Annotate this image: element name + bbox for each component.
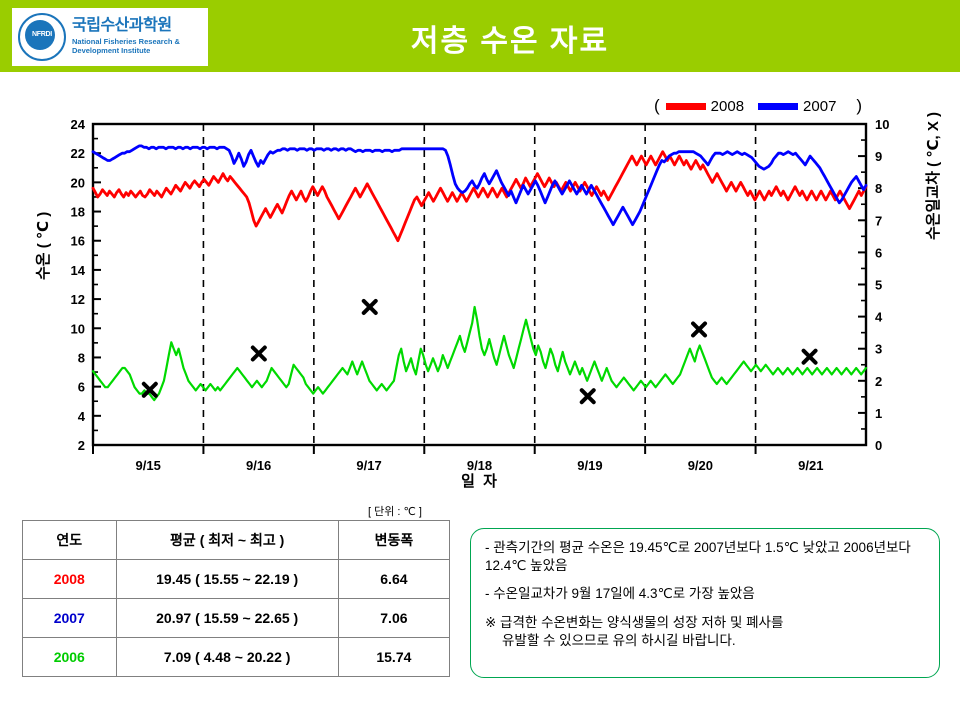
note-warning: ※ 급격한 수온변화는 양식생물의 성장 저하 및 폐사를 유발할 수 있으므로… xyxy=(485,614,925,650)
svg-text:12: 12 xyxy=(71,292,85,307)
legend-swatch-2007 xyxy=(758,102,799,110)
observation-notes: - 관측기간의 평균 수온은 19.45℃로 2007년보다 1.5℃ 낮았고 … xyxy=(470,528,940,678)
legend-label-2007: 2007 xyxy=(803,97,837,115)
y-axis-label-right: 수온일교차 ( ℃, X ) xyxy=(925,112,942,240)
svg-text:8: 8 xyxy=(875,181,882,196)
legend-close-paren: ) xyxy=(856,96,863,115)
logo-text-block: 국립수산과학원 National Fisheries Research & De… xyxy=(72,17,180,56)
daily-range-marker xyxy=(579,388,596,405)
svg-text:9/21: 9/21 xyxy=(798,458,823,473)
svg-text:9: 9 xyxy=(875,149,882,164)
x-axis-label: 일 자 xyxy=(461,473,499,490)
legend-swatch-2008 xyxy=(665,102,706,110)
note-line-1: - 관측기간의 평균 수온은 19.45℃로 2007년보다 1.5℃ 낮았고 … xyxy=(485,540,911,574)
logo-english-line2: Development Institute xyxy=(72,46,151,56)
table-row: 2007 20.97 ( 15.59 ~ 22.65 ) 7.06 xyxy=(22,598,451,638)
svg-text:5: 5 xyxy=(875,278,882,293)
daily-range-marker xyxy=(801,348,818,365)
svg-text:9/19: 9/19 xyxy=(577,458,602,473)
svg-text:6: 6 xyxy=(78,380,85,395)
svg-text:2: 2 xyxy=(78,438,85,453)
svg-text:7: 7 xyxy=(875,213,882,228)
legend-label-2008: 2008 xyxy=(710,97,745,115)
table-cell-year: 2007 xyxy=(22,598,117,638)
svg-text:2: 2 xyxy=(875,374,882,389)
svg-text:4: 4 xyxy=(875,310,883,325)
svg-text:0: 0 xyxy=(875,438,882,453)
svg-text:6: 6 xyxy=(875,245,882,260)
table-header-row: 연도 평균 ( 최저 ~ 최고 ) 변동폭 xyxy=(22,520,451,560)
daily-range-marker xyxy=(141,381,158,398)
table-cell-mean-range: 20.97 ( 15.59 ~ 22.65 ) xyxy=(115,598,339,638)
svg-text:10: 10 xyxy=(875,117,889,132)
svg-text:22: 22 xyxy=(71,146,85,161)
daily-range-marker xyxy=(361,298,378,315)
logo-korean-name: 국립수산과학원 xyxy=(72,17,172,35)
chart-legend: ( 2008 2007 ) xyxy=(648,96,868,116)
series-line-daily-range-2008 xyxy=(91,305,868,402)
nfrdi-seal-icon: NFRDI xyxy=(18,13,66,61)
svg-text:9/16: 9/16 xyxy=(246,458,271,473)
table-cell-mean-range: 19.45 ( 15.55 ~ 22.19 ) xyxy=(115,559,339,599)
table-unit-note: [ 단위 : ℃ ] xyxy=(368,506,422,518)
logo-english-line1: National Fisheries Research & xyxy=(72,37,180,47)
series-line-2007 xyxy=(91,144,868,227)
svg-text:9/20: 9/20 xyxy=(688,458,713,473)
table-cell-mean-range: 7.09 ( 4.48 ~ 20.22 ) xyxy=(115,637,339,677)
note-warning-tail: 유발할 수 있으므로 유의 하시길 바랍니다. xyxy=(502,632,736,648)
table-cell-year: 2006 xyxy=(22,637,117,677)
svg-text:4: 4 xyxy=(78,409,86,424)
table-header-mean: 평균 ( 최저 ~ 최고 ) xyxy=(115,520,339,560)
svg-text:16: 16 xyxy=(71,234,85,249)
svg-text:24: 24 xyxy=(71,117,86,132)
table-header-variation: 변동폭 xyxy=(337,520,451,560)
svg-text:9/18: 9/18 xyxy=(467,458,492,473)
institute-logo: NFRDI 국립수산과학원 National Fisheries Researc… xyxy=(12,8,208,66)
svg-text:9/15: 9/15 xyxy=(136,458,161,473)
note-warning-head: ※ 급격한 수온변화는 양식생물의 성장 저하 및 폐사를 xyxy=(485,614,784,630)
table-cell-variation: 15.74 xyxy=(337,637,451,677)
chart-series xyxy=(91,144,868,402)
svg-text:1: 1 xyxy=(875,406,882,421)
svg-text:14: 14 xyxy=(71,263,86,278)
table-row: 2006 7.09 ( 4.48 ~ 20.22 ) 15.74 xyxy=(22,637,451,677)
temperature-chart: ( 2008 2007 ) 24 22 20 18 16 14 12 10 8 6 4 2 10 9 8 7 6… xyxy=(0,80,960,500)
daily-range-marker xyxy=(691,321,708,338)
y-axis-label-left: 수온 ( ℃ ) xyxy=(35,211,52,280)
table-cell-variation: 6.64 xyxy=(337,559,451,599)
svg-text:8: 8 xyxy=(78,350,85,365)
daily-range-marker xyxy=(250,345,267,362)
table-cell-year: 2008 xyxy=(22,559,117,599)
chart-markers xyxy=(141,298,818,405)
table-cell-variation: 7.06 xyxy=(337,598,451,638)
table-header-year: 연도 xyxy=(22,520,117,560)
logo-english-name: National Fisheries Research & Developmen… xyxy=(72,37,180,56)
svg-text:20: 20 xyxy=(71,175,85,190)
series-line-2008 xyxy=(91,150,868,243)
svg-text:3: 3 xyxy=(875,342,882,357)
page-title: 저층 수온 자료 xyxy=(410,25,610,58)
note-line-2: - 수온일교차가 9월 17일에 4.3℃로 가장 높았음 xyxy=(485,586,755,602)
svg-text:18: 18 xyxy=(71,205,85,220)
svg-text:10: 10 xyxy=(71,321,85,336)
summary-table: 연도 평균 ( 최저 ~ 최고 ) 변동폭 2008 19.45 ( 15.55 … xyxy=(22,520,451,677)
svg-text:9/17: 9/17 xyxy=(356,458,381,473)
table-body: 2008 19.45 ( 15.55 ~ 22.19 ) 6.64 2007 20.97… xyxy=(22,559,451,677)
page-header: NFRDI 국립수산과학원 National Fisheries Researc… xyxy=(0,0,960,72)
legend-open-paren: ( xyxy=(654,96,660,115)
table-row: 2008 19.45 ( 15.55 ~ 22.19 ) 6.64 xyxy=(22,559,451,599)
seal-text: NFRDI xyxy=(32,31,52,38)
